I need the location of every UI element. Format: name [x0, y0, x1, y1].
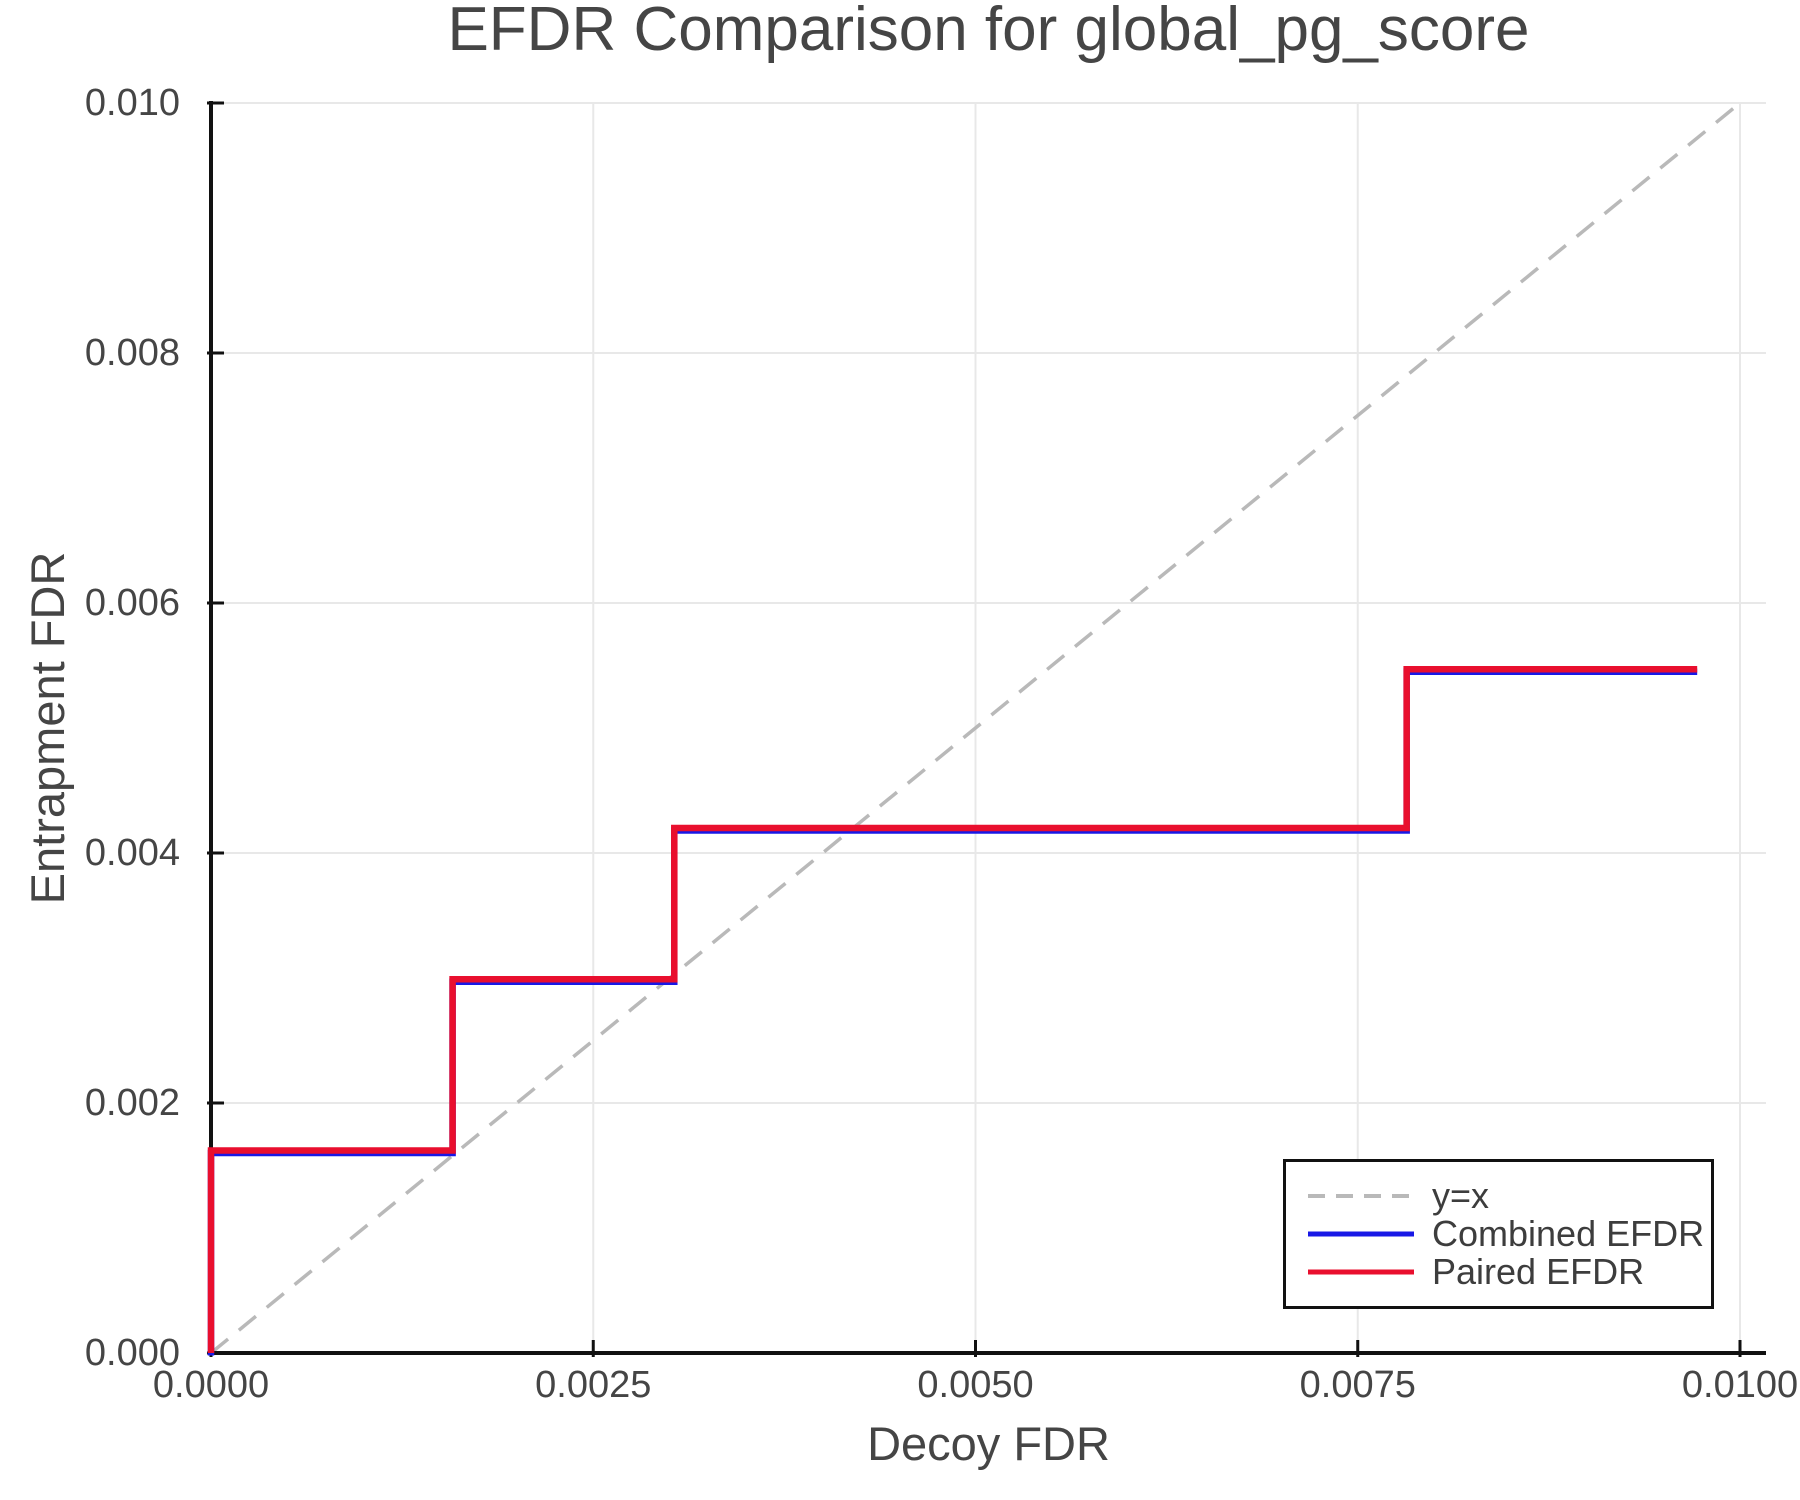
y-tick-label: 0.000 [84, 1332, 180, 1374]
legend-label-paired: Paired EFDR [1432, 1251, 1645, 1292]
legend: y=x Combined EFDR Paired EFDR [1283, 1159, 1714, 1309]
legend-label-combined: Combined EFDR [1432, 1213, 1705, 1254]
identity-line-swatch [1308, 1194, 1414, 1198]
chart-title: EFDR Comparison for global_pg_score [447, 0, 1530, 64]
y-tick-label: 0.008 [84, 332, 180, 374]
paired-efdr-swatch [1308, 1269, 1414, 1275]
x-tick-label: 0.0050 [917, 1364, 1034, 1406]
legend-label-identity: y=x [1432, 1175, 1490, 1216]
legend-row-paired: Paired EFDR [1306, 1253, 1711, 1291]
x-axis-label: Decoy FDR [867, 1417, 1110, 1470]
legend-row-combined: Combined EFDR [1306, 1215, 1711, 1253]
x-tick-label: 0.0000 [152, 1364, 270, 1406]
identity-line [209, 101, 1742, 1355]
paired-efdr-line [207, 666, 1698, 1353]
y-tick-label: 0.010 [84, 82, 180, 124]
combined-efdr-swatch [1308, 1231, 1414, 1237]
x-tick-label: 0.0100 [1681, 1364, 1799, 1406]
y-tick-label: 0.006 [84, 582, 180, 624]
y-tick-label: 0.004 [84, 832, 180, 874]
x-tick-label: 0.0075 [1299, 1364, 1416, 1406]
legend-row-identity: y=x [1306, 1177, 1711, 1215]
x-tick-label: 0.0025 [535, 1364, 652, 1406]
y-tick-label: 0.002 [84, 1082, 180, 1124]
